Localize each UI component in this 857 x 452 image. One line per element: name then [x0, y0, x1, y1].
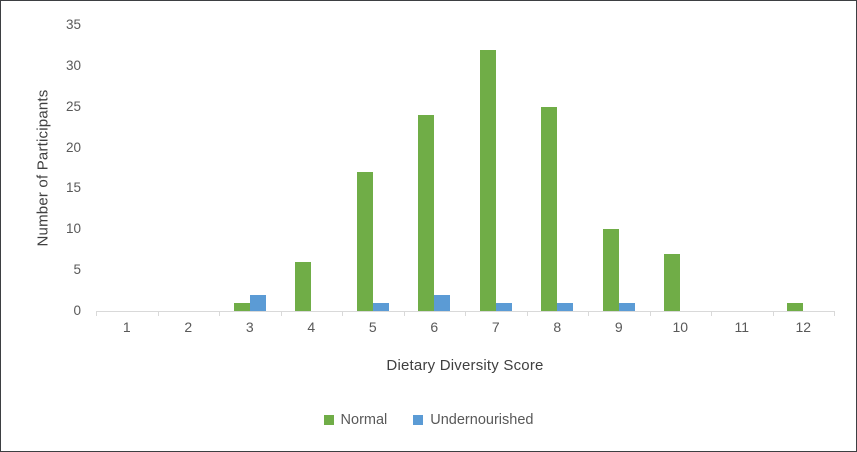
bar-normal-3	[233, 302, 250, 311]
bar-normal-7	[479, 49, 496, 311]
x-tick-label: 4	[307, 319, 316, 335]
legend: Normal Undernourished	[1, 412, 856, 428]
x-tick-label: 10	[672, 319, 689, 335]
x-axis-tick	[219, 311, 220, 316]
x-axis-tick	[157, 311, 159, 316]
x-tick-label: 3	[245, 319, 254, 335]
x-axis-tick	[834, 311, 835, 316]
x-tick-label: 6	[430, 319, 439, 335]
y-tick-label: 5	[73, 262, 81, 278]
y-tick-label: 30	[65, 57, 81, 73]
x-tick-label: 8	[553, 319, 562, 335]
bar-undernourished-9	[618, 302, 635, 311]
x-axis-tick	[342, 311, 343, 316]
y-tick-label: 10	[65, 221, 81, 237]
y-tick-label: 25	[65, 98, 81, 114]
x-tick-label: 7	[491, 319, 500, 335]
bar-undernourished-6	[434, 294, 451, 311]
bar-normal-9	[602, 229, 619, 311]
bar-normal-4	[295, 261, 312, 311]
legend-swatch-icon	[413, 415, 424, 425]
x-tick-label: 1	[122, 319, 131, 335]
x-axis-tick	[96, 311, 97, 316]
bar-undernourished-3	[249, 294, 266, 311]
x-tick-label: 2	[184, 319, 193, 335]
bar-normal-5	[356, 172, 373, 311]
x-axis-tick	[772, 311, 774, 316]
bar-undernourished-5	[372, 302, 389, 311]
y-tick-label: 35	[65, 17, 81, 32]
x-axis-tick	[526, 311, 528, 316]
x-axis-title: Dietary Diversity Score	[386, 357, 544, 374]
x-tick-label: 9	[614, 319, 623, 335]
x-tick-label: 5	[368, 319, 377, 335]
x-axis-tick	[588, 311, 589, 316]
x-axis-tick	[403, 311, 405, 316]
x-axis-tick	[465, 311, 466, 316]
bar-undernourished-8	[557, 302, 574, 311]
x-tick-label: 12	[795, 319, 812, 335]
bar-undernourished-7	[495, 302, 512, 311]
y-tick-label: 15	[65, 180, 81, 196]
y-tick-label: 20	[65, 139, 81, 155]
bar-normal-12	[787, 302, 804, 311]
x-axis-tick	[649, 311, 651, 316]
bar-normal-6	[418, 114, 435, 311]
y-tick-label: 0	[73, 303, 81, 318]
x-axis-tick	[280, 311, 282, 316]
legend-item-normal: Normal	[323, 412, 388, 428]
legend-item-undernourished: Undernourished	[413, 412, 533, 428]
legend-label: Normal	[340, 412, 388, 428]
bar-normal-10	[664, 253, 681, 311]
legend-label: Undernourished	[430, 412, 534, 428]
x-tick-label: 11	[734, 319, 750, 335]
x-axis-tick	[711, 311, 712, 316]
bar-normal-8	[541, 106, 558, 311]
legend-swatch-icon	[323, 415, 334, 425]
